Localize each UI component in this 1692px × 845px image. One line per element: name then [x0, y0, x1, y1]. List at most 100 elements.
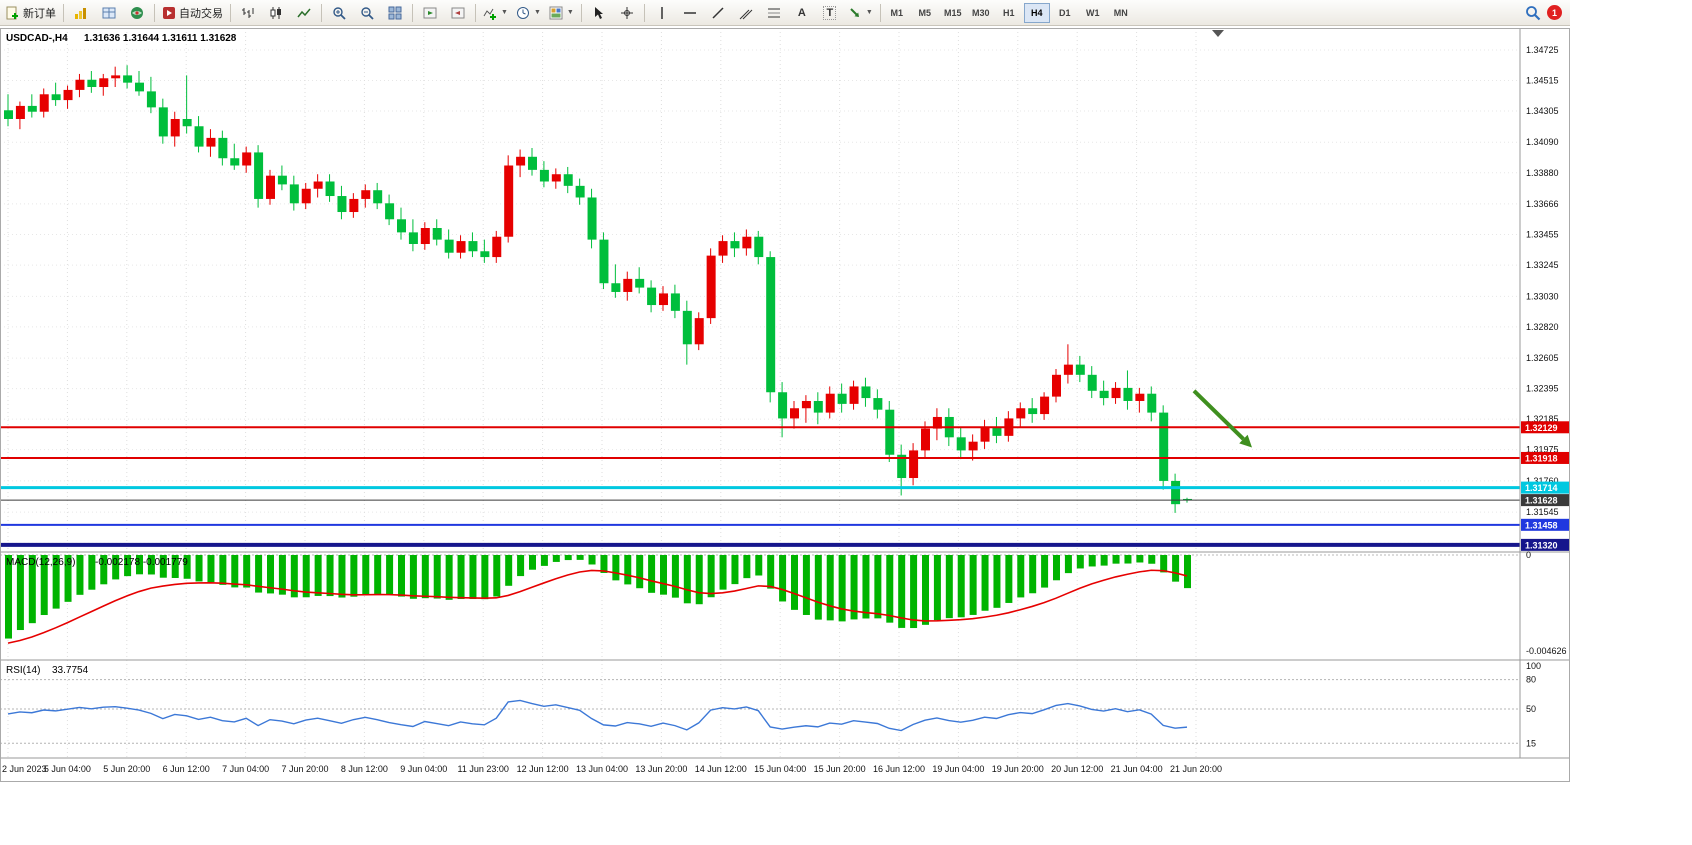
macd-histogram-bar: [564, 555, 572, 561]
tile-windows-button[interactable]: [381, 1, 409, 25]
price-axis-label: 1.34090: [1526, 137, 1559, 147]
time-axis-label: 13 Jun 04:00: [576, 764, 628, 774]
auto-trading-button[interactable]: 自动交易: [158, 1, 227, 25]
macd-histogram-bar: [588, 555, 596, 565]
templates-button[interactable]: ▼: [545, 1, 578, 25]
shift-marker: [1212, 30, 1224, 37]
macd-histogram-bar: [124, 555, 132, 577]
candlestick-chart-icon: [270, 6, 281, 19]
candle: [99, 73, 109, 96]
candle: [397, 207, 406, 240]
label-tool-button[interactable]: T: [816, 1, 844, 25]
candle: [1052, 368, 1061, 403]
market-watch-button[interactable]: [67, 1, 95, 25]
candle: [968, 434, 978, 461]
macd-histogram-bar: [147, 555, 155, 575]
timeframe-button-m1[interactable]: M1: [890, 7, 903, 18]
timeframe-button-m5[interactable]: M5: [918, 7, 931, 18]
candle: [837, 383, 847, 413]
toolbar-separator: [580, 3, 582, 22]
macd-histogram-bar: [600, 555, 608, 573]
candle: [980, 419, 990, 449]
arrows-tool-button[interactable]: ▼: [844, 1, 877, 25]
new-order-button[interactable]: 新订单: [2, 1, 60, 25]
macd-histogram-bar: [267, 555, 274, 594]
macd-histogram-bar: [100, 555, 108, 585]
line-chart-button[interactable]: [290, 1, 318, 25]
timeframe-button-h1[interactable]: H1: [1002, 7, 1015, 18]
macd-histogram-bar: [1041, 555, 1049, 588]
macd-histogram-bar: [707, 555, 715, 598]
candle: [1123, 370, 1133, 410]
trendline-tool-button[interactable]: [704, 1, 732, 25]
macd-values: -0.002178 -0.001779: [95, 557, 188, 568]
rsi-scale-label: 50: [1526, 704, 1536, 714]
macd-histogram-bar: [886, 555, 894, 623]
time-axis-label: 19 Jun 04:00: [932, 764, 984, 774]
periods-button[interactable]: ▼: [512, 1, 545, 25]
chart-shift-button[interactable]: [444, 1, 472, 25]
price-chart[interactable]: 1.34725 1.34515 1.34305 1.34090 1.33880 1.336…: [0, 28, 1570, 782]
macd-histogram-bar: [278, 555, 286, 595]
price-tag-label: 1.31320: [1525, 540, 1558, 550]
candle: [694, 312, 704, 351]
candle: [373, 182, 383, 210]
notification-badge[interactable]: 1: [1547, 5, 1562, 20]
tile-windows-icon: [388, 6, 402, 19]
zoom-out-button[interactable]: [353, 1, 381, 25]
text-tool-button[interactable]: A: [788, 1, 816, 25]
time-axis-label: 21 Jun 04:00: [1111, 764, 1163, 774]
macd-histogram-bar: [326, 555, 334, 597]
auto-trading-label: 自动交易: [179, 7, 223, 20]
candle: [337, 185, 347, 220]
candle: [456, 235, 466, 259]
horizontal-line-tool-button[interactable]: [676, 1, 704, 25]
timeframe-button-m30[interactable]: M30: [971, 7, 990, 18]
time-axis-label: 20 Jun 12:00: [1051, 764, 1103, 774]
timeframe-button-m15[interactable]: M15: [943, 7, 962, 18]
candle: [313, 174, 323, 198]
price-axis-label: 1.32820: [1526, 322, 1559, 332]
timeframe-button-d1[interactable]: D1: [1058, 7, 1071, 18]
vertical-line-tool-button[interactable]: [648, 1, 676, 25]
macd-histogram-bar: [779, 555, 787, 602]
candlestick-chart-button[interactable]: [262, 1, 290, 25]
fibonacci-tool-button[interactable]: [760, 1, 788, 25]
annotation-layer: [1192, 389, 1252, 448]
auto-scroll-button[interactable]: [416, 1, 444, 25]
search-icon[interactable]: [1525, 5, 1541, 21]
zoom-in-button[interactable]: [325, 1, 353, 25]
macd-histogram-bar: [969, 555, 977, 615]
crosshair-button[interactable]: [613, 1, 641, 25]
arrow-annotation-head[interactable]: [1239, 434, 1252, 448]
candle: [932, 408, 942, 441]
price-axis-label: 1.33030: [1526, 291, 1559, 301]
macd-histogram-bar: [112, 555, 120, 580]
macd-histogram-bar: [540, 555, 548, 566]
navigator-button[interactable]: [123, 1, 151, 25]
timeframe-button-h4[interactable]: H4: [1023, 2, 1050, 23]
indicators-button[interactable]: ▼: [479, 1, 512, 25]
time-axis-label: 7 Jun 04:00: [222, 764, 269, 774]
timeframe-button-w1[interactable]: W1: [1086, 7, 1100, 18]
macd-histogram-bar: [612, 555, 620, 581]
cursor-button[interactable]: [585, 1, 613, 25]
toolbar-separator: [879, 3, 881, 22]
macd-histogram-bar: [1172, 555, 1180, 582]
data-window-button[interactable]: [95, 1, 123, 25]
price-axis-label: 1.34515: [1526, 75, 1559, 85]
macd-signal-line: [7, 569, 1188, 644]
channel-tool-button[interactable]: [732, 1, 760, 25]
candle: [801, 395, 811, 423]
arrow-annotation-line[interactable]: [1192, 389, 1245, 441]
macd-histogram-bar: [52, 555, 60, 609]
price-tag-label: 1.31458: [1525, 520, 1558, 530]
price-tag-label: 1.31714: [1525, 483, 1558, 493]
macd-histogram-bar: [529, 555, 536, 570]
price-axis-label: 1.33245: [1526, 260, 1559, 270]
macd-histogram-bar: [493, 555, 501, 597]
macd-histogram-bar: [981, 555, 989, 611]
candle: [718, 235, 728, 263]
timeframe-button-mn[interactable]: MN: [1113, 7, 1128, 18]
bar-chart-button[interactable]: [234, 1, 262, 25]
